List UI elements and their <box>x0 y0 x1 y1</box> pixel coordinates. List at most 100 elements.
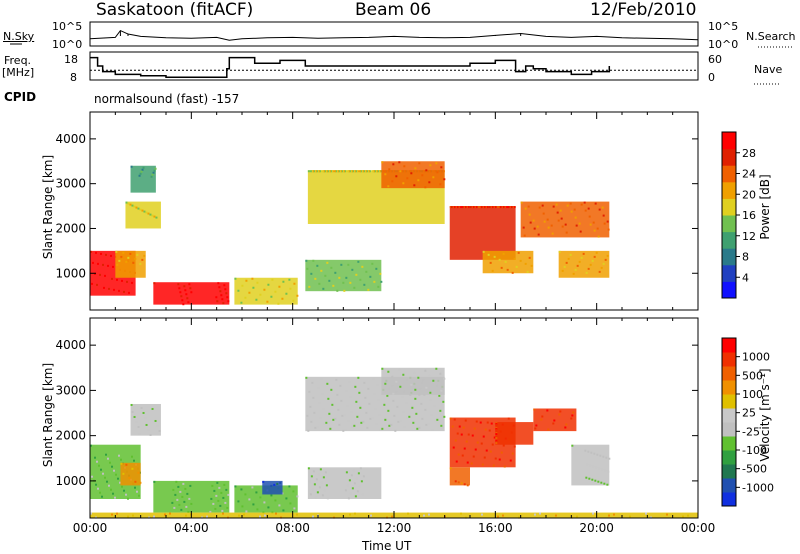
power-scatter-cell <box>155 216 158 219</box>
velocity-scatter-cell <box>136 490 138 493</box>
velocity-scatter-cell <box>322 476 325 479</box>
velocity-scatter-cell <box>629 515 631 518</box>
velocity-scatter-cell <box>316 425 319 428</box>
power-scatter-cell <box>267 283 270 286</box>
power-scatter-cell <box>604 258 607 261</box>
velocity-scatter-cell <box>274 499 277 502</box>
power-scatter-cell <box>524 262 527 265</box>
power-scatter-cell <box>555 203 558 206</box>
velocity-scatter-cell <box>362 420 365 423</box>
velocity-scatter-cell <box>408 415 411 418</box>
velocity-scatter-cell <box>604 469 607 472</box>
velocity-scatter-cell <box>552 422 555 425</box>
velocity-scatter-cell <box>572 411 575 414</box>
power-scatter-cell <box>567 257 570 260</box>
velocity-scatter-cell <box>415 412 418 415</box>
power-scatter-cell <box>355 273 358 276</box>
velocity-scatter-cell <box>341 414 344 417</box>
velocity-scatter-cell <box>95 483 97 486</box>
power-scatter-cell <box>309 170 312 173</box>
nave-tick-top: 60 <box>708 53 722 66</box>
velocity-scatter-cell <box>363 381 366 384</box>
velocity-scatter-cell <box>398 368 401 371</box>
velocity-scatter-cell <box>110 488 112 491</box>
velocity-scatter-cell <box>306 414 309 417</box>
velocity-scatter-cell <box>185 505 188 508</box>
velocity-scatter-cell <box>345 389 348 392</box>
velocity-scatter-cell <box>498 458 501 461</box>
velocity-scatter-cell <box>481 463 484 466</box>
nave-tick-bottom: 0 <box>708 71 715 84</box>
power-scatter-cell <box>379 272 382 275</box>
velocity-scatter-cell <box>399 385 402 388</box>
power-scatter-cell <box>436 171 439 174</box>
power-scatter-cell <box>530 264 533 267</box>
velocity-scatter-cell <box>409 393 412 396</box>
power-scatter-cell <box>543 220 546 223</box>
velocity-scatter-cell <box>594 479 597 482</box>
power-colorbar-swatch <box>722 264 736 282</box>
velocity-scatter-cell <box>433 404 436 407</box>
velocity-scatter-cell <box>292 490 295 493</box>
power-scatter-cell <box>145 211 148 214</box>
velocity-scatter-cell <box>503 465 506 468</box>
power-scatter-cell <box>127 202 130 205</box>
velocity-scatter-cell <box>106 480 108 483</box>
velocity-scatter-cell <box>403 390 406 393</box>
power-scatter-cell <box>522 226 525 229</box>
velocity-scatter-cell <box>223 483 226 486</box>
power-scatter-cell <box>140 170 143 173</box>
velocity-scatter-cell <box>318 486 321 489</box>
power-colorbar-swatch <box>722 132 736 150</box>
power-scatter-cell <box>399 170 402 173</box>
power-scatter-cell <box>152 171 155 174</box>
velocity-scatter-cell <box>489 450 492 453</box>
power-scatter-cell <box>520 201 523 204</box>
velocity-scatter-cell <box>374 407 377 410</box>
velocity-scatter-cell <box>420 402 423 405</box>
station-title: Saskatoon (fitACF) <box>96 0 254 20</box>
velocity-scatter-cell <box>308 390 311 393</box>
velocity-scatter-cell <box>375 422 378 425</box>
velocity-scatter-cell <box>439 372 442 375</box>
power-scatter-cell <box>580 203 583 206</box>
power-scatter-cell <box>541 204 544 207</box>
velocity-scatter-cell <box>321 392 324 395</box>
power-scatter-cell <box>589 263 592 266</box>
velocity-scatter-cell <box>313 411 316 414</box>
velocity-scatter-cell <box>432 379 435 382</box>
velocity-scatter-cell <box>332 418 335 421</box>
power-colorbar-tick-label: 20 <box>742 188 756 201</box>
velocity-colorbar-swatch <box>722 366 736 381</box>
power-scatter-cell <box>561 225 564 228</box>
power-scatter-cell <box>107 264 109 267</box>
power-scatter-cell <box>218 286 221 289</box>
velocity-scatter-cell <box>348 479 351 482</box>
velocity-scatter-cell <box>314 426 317 429</box>
power-scatter-cell <box>132 261 135 264</box>
velocity-scatter-cell <box>289 502 292 505</box>
velocity-scatter-cell <box>216 481 219 484</box>
velocity-scatter-cell <box>273 483 276 486</box>
velocity-scatter-cell <box>134 486 136 489</box>
power-scatter-cell <box>600 266 603 269</box>
velocity-scatter-cell <box>365 411 368 414</box>
velocity-scatter-cell <box>466 484 469 487</box>
velocity-scatter-cell <box>320 377 323 380</box>
power-scatter-cell <box>141 209 144 212</box>
power-scatter-cell <box>398 161 401 164</box>
power-colorbar-swatch <box>722 165 736 183</box>
power-ytick-label: 1000 <box>55 266 86 280</box>
power-scatter-cell <box>123 290 125 293</box>
velocity-scatter-cell <box>687 514 689 517</box>
power-scatter-cell <box>248 291 251 294</box>
velocity-scatter-cell <box>206 515 208 518</box>
power-scatter-cell <box>593 229 596 232</box>
velocity-scatter-cell <box>147 428 150 431</box>
velocity-scatter-cell <box>111 465 113 468</box>
velocity-scatter-cell <box>334 417 337 420</box>
velocity-scatter-cell <box>107 457 109 460</box>
velocity-scatter-cell <box>464 419 467 422</box>
power-scatter-cell <box>139 262 142 265</box>
velocity-scatter-cell <box>349 513 351 516</box>
